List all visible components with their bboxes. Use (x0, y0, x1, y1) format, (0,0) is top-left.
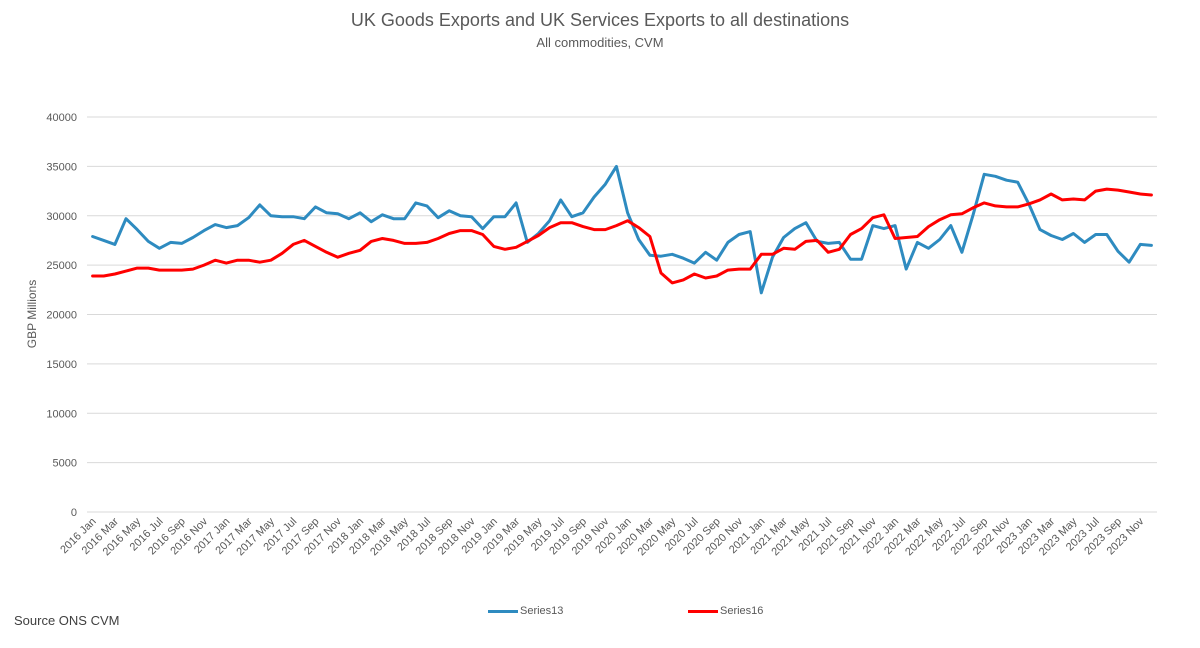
gridlines (87, 116, 1157, 513)
y-tick-label: 15000 (46, 359, 77, 371)
series-line-series16 (91, 187, 1153, 285)
y-axis-label: GBP Millions (25, 280, 39, 348)
chart-title: UK Goods Exports and UK Services Exports… (350, 10, 850, 30)
chart-subtitle: All commodities, CVM (536, 35, 664, 50)
y-tick-label: 25000 (46, 260, 77, 272)
y-tick-label: 40000 (46, 112, 77, 124)
legend-swatch-series16 (688, 609, 718, 613)
legend-item-series16: Series16 (688, 602, 763, 620)
y-tick-label: 30000 (46, 211, 77, 223)
legend: Series13 Series16 (0, 602, 1200, 620)
line-chart: 0 5000 10000 15000 20000 25000 30000 35000 40000… (25, 112, 1157, 558)
y-tick-label: 5000 (53, 458, 77, 470)
source-note: Source ONS CVM (14, 613, 120, 628)
legend-item-series13: Series13 (488, 602, 563, 620)
y-axis-ticks: 0 5000 10000 15000 20000 25000 30000 35000 40000 (46, 112, 77, 519)
y-tick-label: 20000 (46, 310, 77, 322)
y-tick-label: 0 (71, 507, 77, 519)
legend-label-series16: Series16 (720, 605, 764, 617)
y-tick-label: 10000 (46, 408, 77, 420)
legend-label-series13: Series13 (520, 605, 564, 617)
series-lines (91, 164, 1153, 295)
series-line-series13 (91, 164, 1153, 295)
legend-swatch-series13 (488, 609, 518, 613)
y-tick-label: 35000 (46, 161, 77, 173)
